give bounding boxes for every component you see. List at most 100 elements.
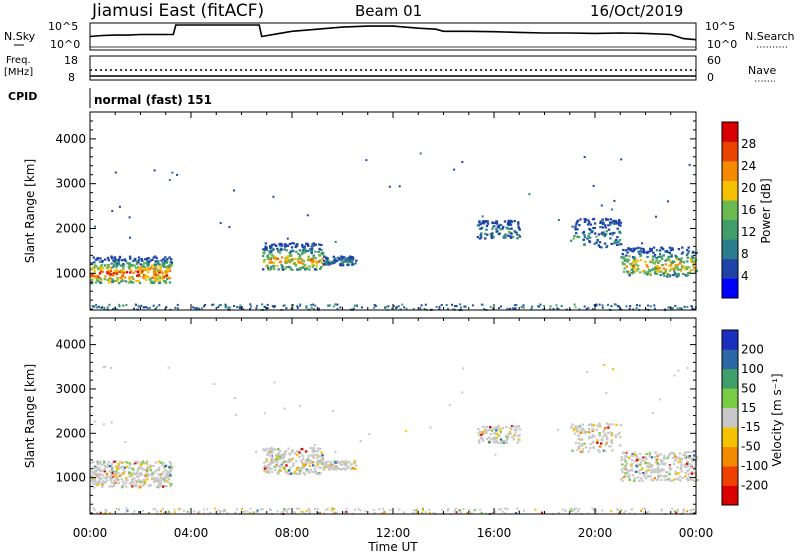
scatter-point [287, 447, 290, 450]
scatter-point [499, 228, 502, 231]
scatter-point [168, 466, 171, 469]
scatter-point [490, 236, 494, 240]
scatter-point [602, 435, 605, 438]
scatter-point [148, 306, 151, 309]
colorbar-tick-label: 15 [741, 401, 756, 415]
scatter-point [114, 475, 117, 478]
scatter-point [106, 272, 109, 275]
scatter-point [617, 221, 620, 224]
scatter-point [285, 265, 288, 269]
scatter-point [278, 449, 282, 453]
scatter-point [113, 274, 116, 277]
scatter-point [634, 263, 638, 266]
scatter-point [299, 254, 302, 257]
scatter-point [481, 425, 485, 428]
scatter-point [484, 237, 487, 240]
scatter-point [238, 306, 241, 309]
scatter-point [405, 430, 408, 433]
scatter-point [121, 465, 124, 468]
scatter-point [146, 268, 149, 271]
scatter-point [494, 438, 497, 441]
scatter-point [480, 432, 484, 435]
scatter-point [212, 303, 215, 306]
scatter-point [666, 275, 669, 278]
scatter-point [165, 473, 168, 476]
scatter-point [133, 472, 137, 475]
scatter-point [122, 469, 125, 472]
scatter-point [615, 241, 618, 244]
scatter-point [268, 261, 271, 264]
scatter-point [262, 268, 265, 271]
scatter-point [270, 470, 274, 474]
scatter-point [301, 259, 304, 262]
scatter-point [673, 478, 676, 481]
scatter-point [675, 258, 678, 261]
power-colorbar-label: Power [dB] [759, 178, 773, 243]
scatter-point [284, 260, 287, 263]
scatter-point [675, 458, 678, 461]
scatter-point [627, 258, 630, 261]
scatter-point [278, 467, 281, 470]
scatter-point [309, 249, 313, 252]
scatter-point [163, 480, 166, 483]
scatter-point [347, 260, 350, 263]
scatter-point [92, 482, 95, 485]
scatter-point [161, 262, 165, 265]
scatter-point [323, 261, 327, 264]
scatter-point [663, 455, 666, 458]
scatter-point [485, 224, 489, 228]
scatter-point [126, 509, 129, 512]
scatter-point [301, 245, 304, 248]
scatter-point [319, 511, 321, 514]
scatter-point [587, 234, 590, 237]
scatter-point [603, 432, 607, 435]
scatter-point [165, 511, 168, 514]
scatter-point [270, 253, 273, 256]
scatter-point [116, 269, 119, 272]
scatter-point [277, 457, 280, 460]
scatter-point [160, 476, 163, 479]
scatter-point [98, 475, 101, 478]
scatter-point [266, 465, 269, 468]
scatter-point [236, 306, 238, 308]
scatter-point [611, 449, 614, 452]
scatter-point [164, 468, 167, 472]
scatter-point [311, 455, 315, 459]
scatter-point [495, 228, 498, 231]
scatter-point [557, 219, 560, 221]
scatter-point [311, 263, 314, 266]
scatter-point [118, 305, 121, 308]
scatter-point [581, 423, 584, 426]
scatter-point [283, 248, 286, 251]
scatter-point [539, 303, 542, 306]
scatter-point [266, 453, 269, 456]
scatter-point [298, 249, 302, 252]
scatter-point [317, 455, 320, 458]
scatter-point [151, 258, 154, 261]
scatter-point [613, 222, 616, 225]
scatter-point [103, 306, 106, 309]
scatter-point [164, 511, 167, 514]
scatter-point [265, 467, 268, 470]
scatter-point [628, 469, 632, 472]
scatter-point [93, 420, 96, 423]
scatter-point [581, 450, 585, 454]
scatter-point [675, 478, 678, 481]
scatter-point [687, 472, 690, 475]
scatter-point [419, 152, 422, 155]
scatter-point [284, 453, 287, 456]
scatter-point [623, 458, 626, 461]
scatter-point [604, 449, 607, 453]
scatter-point [136, 469, 140, 472]
scatter-point [502, 441, 506, 444]
scatter-point [649, 475, 652, 478]
scatter-point [262, 260, 266, 264]
scatter-point [648, 270, 651, 273]
colorbar-tick-label: -15 [741, 420, 761, 434]
scatter-point [165, 267, 169, 270]
scatter-point [503, 440, 506, 443]
scatter-point [256, 304, 258, 307]
scatter-point [496, 433, 499, 436]
scatter-point [484, 232, 487, 235]
scatter-point [219, 304, 222, 307]
